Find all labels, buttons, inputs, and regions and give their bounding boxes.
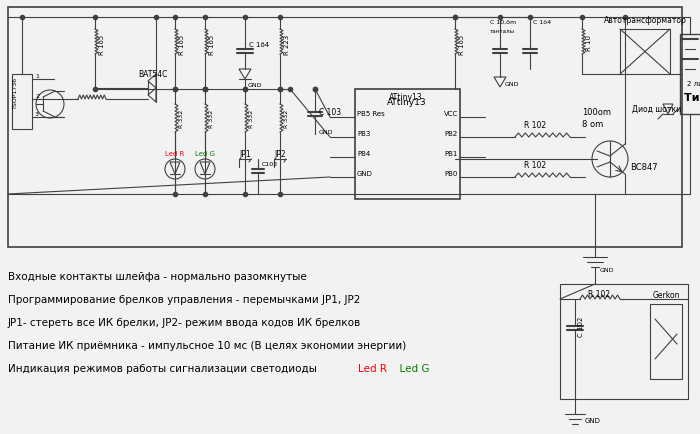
Text: Входные контакты шлейфа - нормально разомкнутые: Входные контакты шлейфа - нормально разо… [8, 271, 307, 281]
Text: R 332: R 332 [284, 110, 289, 128]
Text: C 10,ōm: C 10,ōm [490, 20, 516, 25]
Text: PB4: PB4 [357, 151, 370, 157]
Text: ATtiny13: ATtiny13 [389, 93, 423, 102]
Bar [620, 30, 670, 75]
Text: 2 литевые батарейки: 2 литевые батарейки [687, 80, 700, 87]
Text: GND: GND [585, 417, 601, 423]
Text: BAT54C: BAT54C [138, 70, 167, 79]
Text: Программирование брелков управления - перемычками JP1, JP2: Программирование брелков управления - пе… [8, 294, 360, 304]
Text: PB2: PB2 [444, 131, 458, 137]
Text: TSOP1736: TSOP1736 [13, 77, 18, 109]
Text: GND: GND [319, 130, 333, 135]
Text: R 10: R 10 [586, 35, 592, 51]
Text: Автотрансформатор: Автотрансформатор [603, 16, 687, 25]
Bar [560, 284, 688, 399]
Text: 3: 3 [35, 112, 39, 117]
Text: R 1ō5: R 1ō5 [209, 35, 215, 55]
Text: JP1: JP1 [239, 150, 251, 159]
Text: Питание ИК приёмника - импульсное 10 мс (В целях экономии энергии): Питание ИК приёмника - импульсное 10 мс … [8, 340, 406, 350]
Text: Gerkon: Gerkon [652, 290, 680, 299]
Text: Индикация режимов работы сигнализации светодиоды: Индикация режимов работы сигнализации св… [8, 363, 320, 373]
Text: Led G: Led G [195, 151, 215, 157]
Bar [680, 35, 700, 115]
Text: 1: 1 [35, 74, 39, 79]
Text: PB1: PB1 [444, 151, 458, 157]
Text: PB5 Res: PB5 Res [357, 111, 385, 117]
Text: Диод шотки: Диод шотки [632, 105, 681, 114]
Text: JP2: JP2 [274, 150, 286, 159]
Text: JP1- стереть все ИК брелки, JP2- режим ввода кодов ИК брелков: JP1- стереть все ИК брелки, JP2- режим в… [8, 317, 361, 327]
Text: C 1ō4: C 1ō4 [249, 42, 269, 48]
Bar [650, 304, 682, 379]
Text: ATtiny13: ATtiny13 [387, 98, 427, 107]
Text: R 1ō5: R 1ō5 [459, 35, 465, 55]
Bar [355, 90, 460, 200]
Text: R 102: R 102 [524, 161, 546, 170]
Text: C 103: C 103 [319, 108, 341, 117]
Text: GND: GND [600, 267, 615, 273]
Text: GND: GND [505, 82, 519, 87]
Bar [8, 8, 682, 247]
Text: C 1ō4: C 1ō4 [533, 20, 551, 25]
Text: R 1ō5: R 1ō5 [99, 35, 105, 55]
Text: 8 оm: 8 оm [582, 120, 603, 129]
Text: Led R: Led R [165, 151, 185, 157]
Text: Типа CR2450: Типа CR2450 [684, 93, 700, 103]
Text: BC847: BC847 [630, 163, 657, 172]
Text: R 223: R 223 [284, 35, 290, 55]
Text: C 102: C 102 [578, 316, 584, 336]
Text: 100оm: 100оm [582, 108, 611, 117]
Text: VCC: VCC [444, 111, 458, 117]
Text: R 102: R 102 [524, 121, 546, 130]
Text: R 1ō5: R 1ō5 [179, 35, 185, 55]
Text: R 332: R 332 [179, 110, 184, 128]
Text: Led R: Led R [358, 363, 387, 373]
Text: танталы: танталы [490, 29, 515, 34]
Text: Led G: Led G [393, 363, 430, 373]
Text: 2: 2 [35, 94, 39, 99]
Text: PB3: PB3 [357, 131, 370, 137]
Text: GND: GND [248, 83, 262, 88]
Bar [12, 75, 32, 130]
Text: C103: C103 [262, 161, 278, 167]
Text: PB0: PB0 [444, 171, 458, 177]
Text: R 332: R 332 [249, 110, 254, 128]
Text: R 332: R 332 [209, 110, 214, 128]
Text: GND: GND [357, 171, 373, 177]
Text: R 102: R 102 [588, 289, 610, 298]
